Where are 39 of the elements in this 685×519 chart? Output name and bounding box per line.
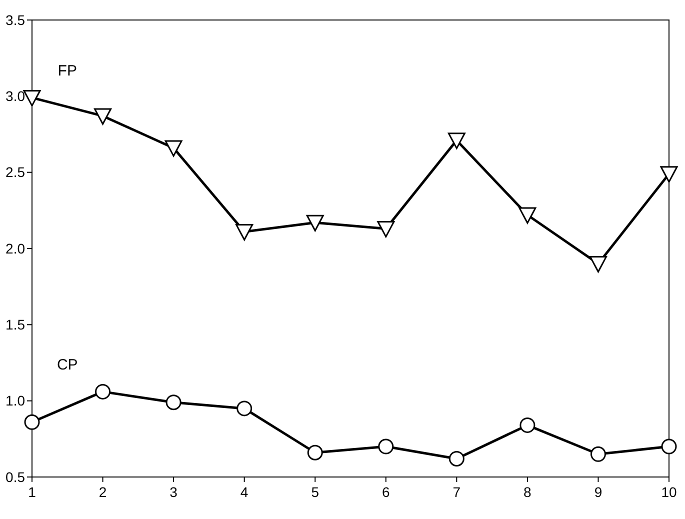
x-tick-label: 5 bbox=[311, 484, 320, 500]
point bbox=[306, 214, 324, 232]
point bbox=[166, 394, 182, 410]
x-tick-label: 8 bbox=[524, 484, 532, 500]
series-label: FP bbox=[58, 62, 77, 80]
point bbox=[236, 400, 252, 416]
y-tick-label: 1.5 bbox=[6, 316, 26, 333]
y-tick-label: 1.0 bbox=[6, 392, 26, 409]
point bbox=[236, 224, 254, 240]
point bbox=[590, 446, 606, 462]
x-tick-label: 3 bbox=[170, 484, 178, 500]
point bbox=[660, 166, 678, 183]
x-tick-label: 7 bbox=[452, 484, 461, 500]
y-tick-label: 2.0 bbox=[6, 240, 26, 256]
point bbox=[377, 220, 395, 238]
x-tick-label: 10 bbox=[661, 484, 677, 500]
y-tick-label: 0.5 bbox=[6, 468, 26, 485]
point bbox=[661, 438, 677, 454]
point bbox=[520, 417, 536, 433]
point bbox=[164, 140, 182, 157]
point bbox=[23, 90, 41, 106]
x-tick-label: 6 bbox=[382, 484, 390, 500]
x-tick-label: 4 bbox=[240, 484, 248, 500]
y-tick-label: 2.5 bbox=[6, 164, 26, 180]
x-tick-label: 1 bbox=[28, 484, 36, 500]
point bbox=[24, 414, 40, 430]
point bbox=[307, 444, 323, 460]
point bbox=[95, 384, 111, 400]
y-tick-label: 3.5 bbox=[6, 12, 26, 28]
y-tick-label: 3.0 bbox=[6, 88, 26, 104]
point bbox=[378, 438, 394, 454]
x-tick-label: 9 bbox=[594, 484, 602, 500]
point bbox=[589, 256, 607, 272]
series-label: CP bbox=[56, 356, 78, 374]
point bbox=[94, 108, 112, 125]
point bbox=[448, 132, 466, 150]
point bbox=[518, 207, 536, 224]
point bbox=[448, 450, 464, 466]
x-tick-label: 2 bbox=[98, 484, 107, 500]
